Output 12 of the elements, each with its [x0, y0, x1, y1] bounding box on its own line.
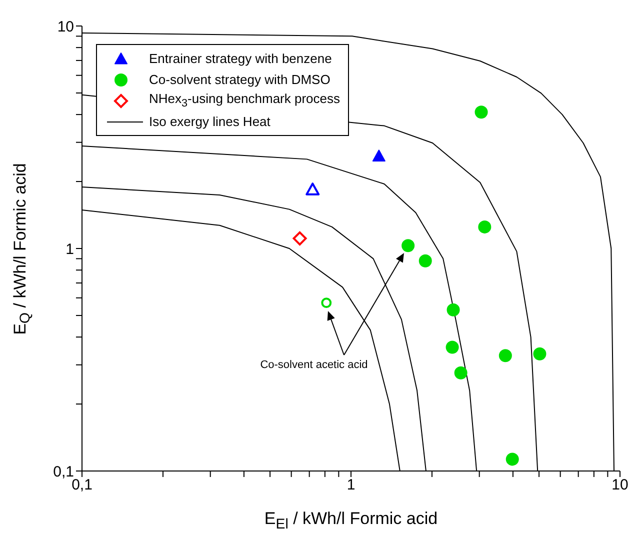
annotation: Co-solvent acetic acid — [260, 359, 368, 371]
y-tick-label: 10 — [57, 18, 74, 36]
x-tick-label: 0,1 — [72, 476, 92, 494]
y-tick-label: 1 — [66, 240, 74, 258]
legend-label: Iso exergy lines Heat — [149, 114, 270, 129]
x-tick-label: 10 — [612, 476, 628, 494]
legend-label: NHex$_{3}$-using benchmark process — [149, 91, 340, 110]
x-tick-label: 1 — [346, 476, 356, 494]
legend-label: Entrainer strategy with benzene — [149, 51, 332, 66]
x-axis-title: E$_{El}$ / kWh/l Formic acid — [263, 509, 439, 532]
legend-label: Co-solvent strategy with DMSO — [149, 72, 330, 87]
y-tick-label: 0,1 — [53, 463, 74, 480]
